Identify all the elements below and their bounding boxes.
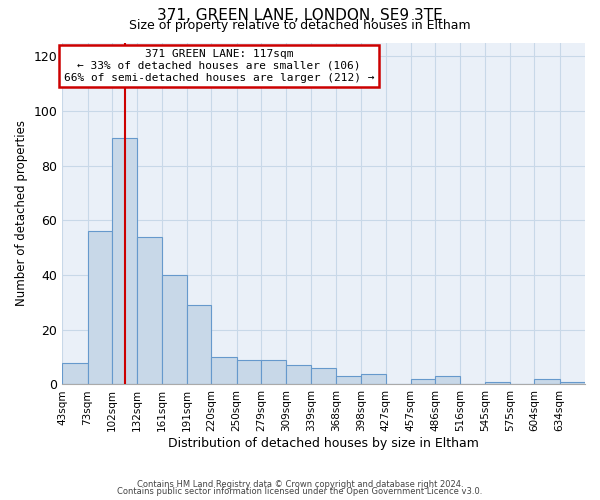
- Y-axis label: Number of detached properties: Number of detached properties: [15, 120, 28, 306]
- Text: 371 GREEN LANE: 117sqm
← 33% of detached houses are smaller (106)
66% of semi-de: 371 GREEN LANE: 117sqm ← 33% of detached…: [64, 50, 374, 82]
- Bar: [187, 305, 211, 384]
- Text: Contains public sector information licensed under the Open Government Licence v3: Contains public sector information licen…: [118, 487, 482, 496]
- Bar: [88, 232, 112, 384]
- Bar: [560, 382, 585, 384]
- Bar: [137, 236, 161, 384]
- Text: Size of property relative to detached houses in Eltham: Size of property relative to detached ho…: [129, 18, 471, 32]
- Bar: [485, 382, 510, 384]
- Bar: [535, 379, 560, 384]
- Bar: [211, 357, 236, 384]
- Bar: [62, 362, 88, 384]
- Text: 371, GREEN LANE, LONDON, SE9 3TE: 371, GREEN LANE, LONDON, SE9 3TE: [157, 8, 443, 22]
- Bar: [311, 368, 336, 384]
- Bar: [261, 360, 286, 384]
- Bar: [411, 379, 435, 384]
- Bar: [435, 376, 460, 384]
- Bar: [336, 376, 361, 384]
- Text: Contains HM Land Registry data © Crown copyright and database right 2024.: Contains HM Land Registry data © Crown c…: [137, 480, 463, 489]
- Bar: [161, 275, 187, 384]
- Bar: [286, 366, 311, 384]
- X-axis label: Distribution of detached houses by size in Eltham: Distribution of detached houses by size …: [168, 437, 479, 450]
- Bar: [236, 360, 261, 384]
- Bar: [361, 374, 386, 384]
- Bar: [112, 138, 137, 384]
